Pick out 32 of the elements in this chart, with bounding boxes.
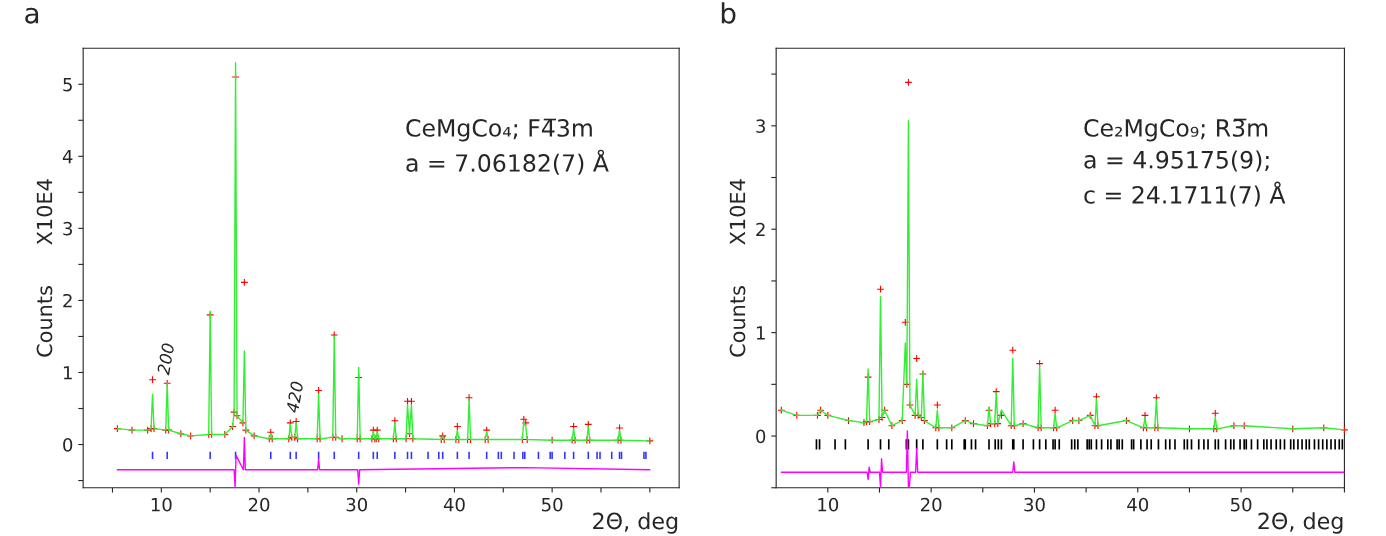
x-tick-label: 30 xyxy=(1024,497,1045,512)
y-tick-label: 4 xyxy=(62,150,73,164)
annotation: 200 xyxy=(156,342,175,376)
annotation: Ce₂MgCo₉; R3̅m a = 4.95175(9); c = 24.1711(7) Å xyxy=(1084,118,1286,207)
y-tick-label: 1 xyxy=(63,366,72,380)
x-axis-title: 2Θ, deg xyxy=(593,512,678,534)
chart-title: b xyxy=(721,2,736,24)
line-series xyxy=(116,436,651,488)
y-tick-label: 0 xyxy=(756,429,766,444)
x-tick-label: 50 xyxy=(1231,497,1252,512)
line-series xyxy=(780,430,1345,488)
y-tick-label: 3 xyxy=(63,221,72,236)
y-tick-label: 2 xyxy=(756,222,765,237)
x-tick-label: 40 xyxy=(1127,497,1149,512)
y-tick-label: 5 xyxy=(63,77,72,92)
annotation: 420 xyxy=(285,381,304,414)
y-tick-label: 0 xyxy=(63,437,73,452)
x-tick-label: 20 xyxy=(920,497,942,512)
x-tick-label: 10 xyxy=(818,497,839,512)
chart-title: a xyxy=(25,7,39,24)
x-axis-title: 2Θ, deg xyxy=(1258,512,1343,534)
y-tick-label: 1 xyxy=(756,326,765,340)
y-axis-title: Counts X10E4 xyxy=(36,179,53,357)
y-axis-title: Counts X10E4 xyxy=(729,179,746,357)
x-tick-label: 30 xyxy=(346,497,368,512)
x-tick-label: 50 xyxy=(542,497,563,512)
y-tick-label: 3 xyxy=(756,119,765,133)
y-tick-label: 2 xyxy=(63,293,72,308)
x-tick-label: 40 xyxy=(443,497,465,512)
x-tick-label: 20 xyxy=(248,497,270,512)
x-tick-label: 10 xyxy=(151,497,172,512)
annotation: CeMgCo₄; F4̅3m a = 7.06182(7) Å xyxy=(406,118,609,175)
